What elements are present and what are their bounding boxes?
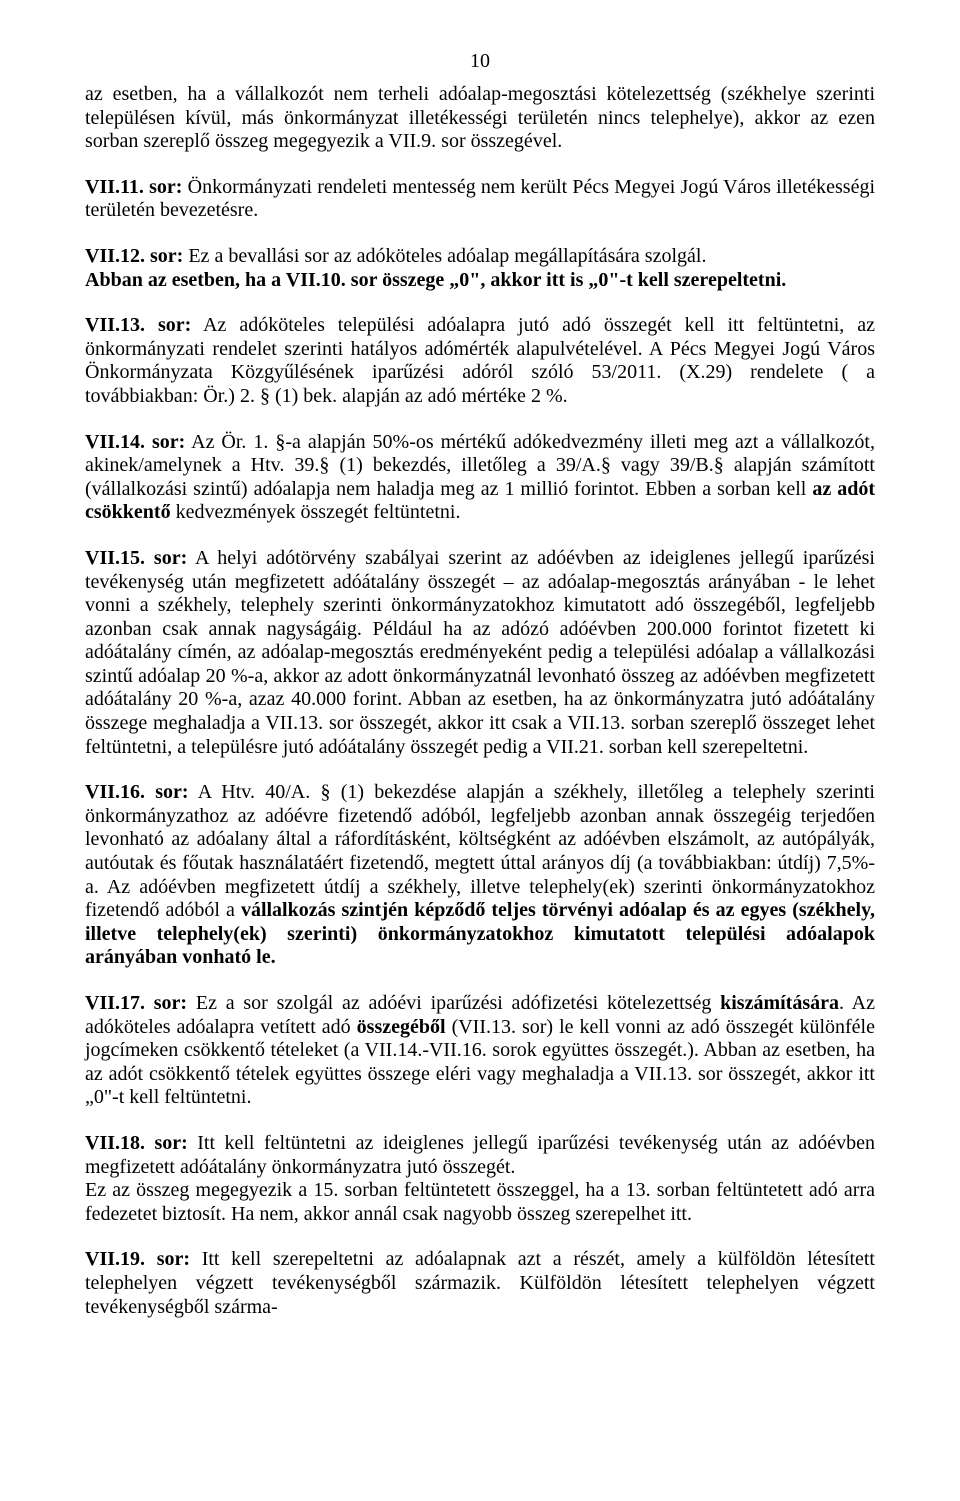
text-span: összegéből xyxy=(357,1016,446,1038)
text-span: Önkormányzati rendeleti mentesség nem ke… xyxy=(85,176,875,222)
text-span: VII.13. sor: xyxy=(85,314,191,336)
paragraph: VII.12. sor: Ez a bevallási sor az adókö… xyxy=(85,245,875,292)
paragraph: VII.15. sor: A helyi adótörvény szabálya… xyxy=(85,547,875,759)
text-span: Ez az összeg megegyezik a 15. sorban fel… xyxy=(85,1179,875,1225)
text-span: VII.12. sor: xyxy=(85,245,183,267)
page-content: az esetben, ha a vállalkozót nem terheli… xyxy=(85,83,875,1319)
text-span: az esetben, ha a vállalkozót nem terheli… xyxy=(85,83,875,152)
paragraph: az esetben, ha a vállalkozót nem terheli… xyxy=(85,83,875,154)
text-span: VII.17. sor: xyxy=(85,992,187,1014)
paragraph: VII.16. sor: A Htv. 40/A. § (1) bekezdés… xyxy=(85,781,875,970)
text-span: Az adóköteles települési adóalapra jutó … xyxy=(85,314,875,407)
text-span: VII.11. sor: xyxy=(85,176,182,198)
text-span: Az Ör. 1. §-a alapján 50%-os mértékű adó… xyxy=(85,431,875,500)
paragraph: VII.18. sor: Itt kell feltüntetni az ide… xyxy=(85,1132,875,1226)
text-span: kiszámítására xyxy=(720,992,839,1014)
paragraph: VII.13. sor: Az adóköteles települési ad… xyxy=(85,314,875,408)
paragraph: VII.11. sor: Önkormányzati rendeleti men… xyxy=(85,176,875,223)
text-span: Abban az esetben, ha a VII.10. sor össze… xyxy=(85,269,786,291)
paragraph: VII.14. sor: Az Ör. 1. §-a alapján 50%-o… xyxy=(85,431,875,525)
page-number: 10 xyxy=(85,50,875,73)
paragraph: VII.19. sor: Itt kell szerepeltetni az a… xyxy=(85,1248,875,1319)
paragraph: VII.17. sor: Ez a sor szolgál az adóévi … xyxy=(85,992,875,1110)
text-span: Itt kell szerepeltetni az adóalapnak azt… xyxy=(85,1248,875,1317)
text-span: Itt kell feltüntetni az ideiglenes jelle… xyxy=(85,1132,875,1178)
text-span: Ez a sor szolgál az adóévi iparűzési adó… xyxy=(187,992,720,1014)
text-span: kedvezmények összegét feltüntetni. xyxy=(171,501,461,523)
text-span: VII.15. sor: xyxy=(85,547,187,569)
text-span: Ez a bevallási sor az adóköteles adóalap… xyxy=(183,245,706,267)
text-span: VII.16. sor: xyxy=(85,781,189,803)
text-span: A helyi adótörvény szabályai szerint az … xyxy=(85,547,875,758)
document-page: 10 az esetben, ha a vállalkozót nem terh… xyxy=(0,0,960,1501)
text-span: VII.14. sor: xyxy=(85,431,185,453)
text-span: VII.18. sor: xyxy=(85,1132,188,1154)
text-span: VII.19. sor: xyxy=(85,1248,190,1270)
